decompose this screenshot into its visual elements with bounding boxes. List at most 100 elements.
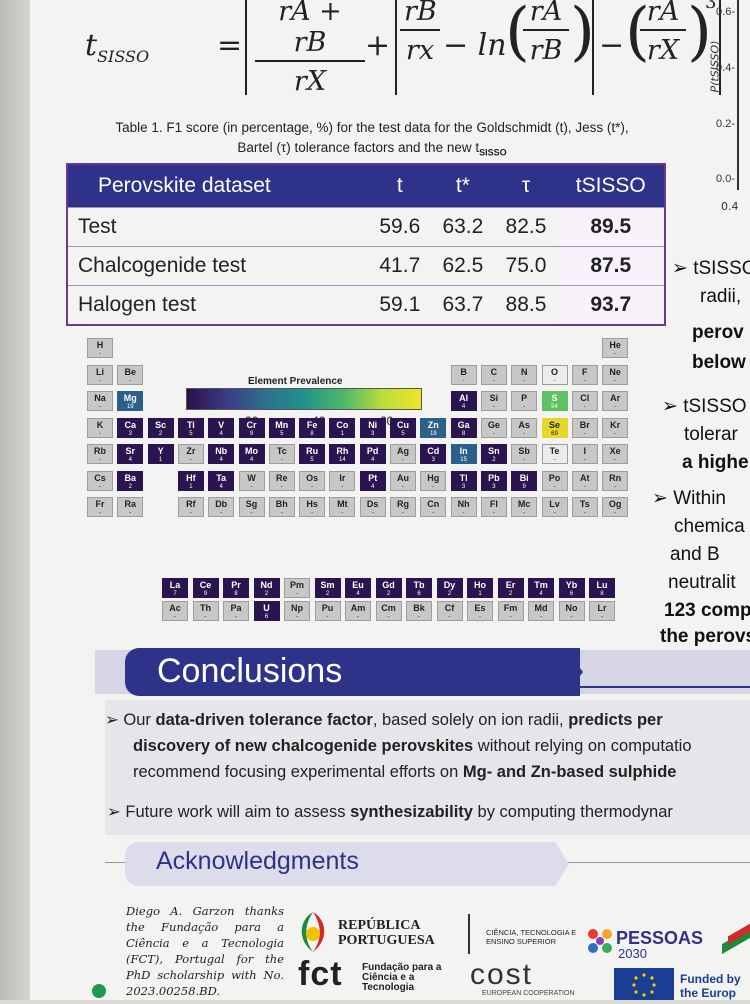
element-count: - (341, 510, 344, 516)
element-symbol: Sm (320, 580, 335, 590)
element-au: Au - (390, 470, 416, 491)
element-po: Po - (541, 470, 568, 491)
cell-best: 89.5 (557, 207, 665, 247)
element-count: - (311, 483, 314, 490)
element-c: C- (480, 364, 507, 385)
element-hf: Hf 1 (177, 470, 204, 491)
fct-logo: fct (298, 955, 343, 993)
element-bh: Bh - (268, 497, 295, 517)
element-symbol: Md (534, 603, 548, 613)
element-symbol: Tb (413, 580, 425, 590)
element-symbol: Sg (245, 499, 258, 509)
flag-fragment-icon (722, 923, 750, 956)
right-text-line: below (692, 352, 746, 373)
element-count: - (570, 614, 573, 620)
element-symbol: In (459, 446, 468, 456)
element-pr: Pr 8 (223, 578, 249, 598)
element-symbol: Am (350, 603, 366, 613)
conclusions-rule (580, 686, 750, 688)
plot-ytick: 0.6- (716, 6, 735, 18)
element-er: Er 2 (497, 578, 524, 598)
element-count: - (583, 430, 586, 437)
element-symbol: Er (505, 580, 516, 590)
element-br: Br - (571, 417, 598, 438)
formula-equals: = (217, 28, 243, 63)
element-symbol: K (96, 419, 104, 430)
pessoas-icon (588, 929, 612, 953)
element-symbol: Co (336, 419, 349, 430)
element-count: 14 (339, 457, 346, 463)
element-ta: Ta 4 (208, 470, 235, 491)
abs-bar (245, 0, 247, 95)
abs-bar (719, 0, 721, 95)
element-ne: Ne - (602, 364, 629, 385)
poster-edge (0, 0, 30, 1000)
element-ho: Ho 1 (467, 578, 493, 598)
element-nd: Nd 2 (253, 578, 280, 598)
element-te: Te - (541, 444, 568, 464)
element-kr: Kr - (602, 417, 629, 438)
element-symbol: Fl (489, 499, 498, 509)
element-count: - (492, 510, 495, 516)
element-count: 3 (431, 457, 435, 463)
element-lr: Lr - (589, 601, 615, 621)
element-count: - (509, 614, 512, 620)
element-symbol: Nh (457, 499, 470, 509)
element-sc: Sc 2 (147, 417, 174, 438)
element-symbol: Ra (124, 499, 137, 509)
element-tl: Tl 3 (450, 470, 477, 491)
element-dy: Dy 2 (436, 578, 463, 598)
element-si: Si - (480, 391, 507, 411)
element-ni: Ni 3 (359, 417, 386, 438)
element-am: Am - (345, 601, 371, 621)
element-count: 3 (461, 483, 466, 490)
cost-subtext: EUROPEAN COOPERATION (482, 990, 575, 997)
element-count: - (387, 614, 390, 620)
element-count: - (583, 483, 586, 490)
element-symbol: Yb (565, 580, 578, 590)
cell: 63.7 (431, 285, 495, 325)
plot-ytick: 0.2- (716, 118, 735, 130)
element-count: - (553, 510, 556, 516)
element-as: As - (511, 417, 538, 438)
element-zn: Zn 19 (420, 417, 447, 438)
element-count: 5 (310, 457, 314, 463)
paren-right: ) (687, 0, 712, 69)
element-symbol: Mc (517, 499, 531, 509)
element-symbol: Es (474, 603, 486, 613)
element-symbol: Zr (186, 446, 196, 456)
element-count: - (432, 510, 435, 516)
cell: 88.5 (494, 285, 558, 325)
element-count: - (189, 457, 192, 463)
element-count: 4 (461, 404, 466, 410)
element-symbol: Ir (339, 472, 346, 483)
element-count: 4 (219, 457, 223, 463)
element-symbol: Cf (444, 603, 455, 613)
element-count: 9 (249, 430, 254, 437)
element-count: 6 (569, 591, 574, 597)
element-count: - (583, 377, 586, 384)
element-count: 8 (600, 591, 604, 597)
element-mn: Mn 5 (268, 417, 295, 438)
eu-flag-icon (614, 968, 674, 1000)
element-symbol: Ru (306, 446, 319, 456)
element-be: Be - (117, 364, 144, 385)
element-o: O- (541, 364, 568, 385)
element-count: - (492, 377, 495, 384)
element-symbol: La (169, 580, 181, 590)
right-text-line: tolerar (684, 424, 738, 445)
element-symbol: Rh (336, 446, 349, 456)
element-cm: Cm - (375, 601, 402, 621)
header-dataset: Perovskite dataset (67, 164, 369, 208)
element-pd: Pd 4 (359, 444, 386, 464)
element-count: 9 (522, 483, 526, 490)
element-symbol: Pt (368, 472, 378, 483)
right-text-line: neutralit (668, 572, 736, 593)
caption-line-2: Bartel (τ) tolerance factors and the new… (237, 140, 507, 158)
element-symbol: Ni (368, 419, 378, 430)
element-count: 4 (539, 591, 543, 597)
fct-text: Fundação para a Ciência e a Tecnologia (362, 962, 442, 993)
element-cn: Cn - (420, 497, 447, 517)
paren-right: ) (570, 0, 595, 69)
element-count: - (129, 377, 132, 384)
